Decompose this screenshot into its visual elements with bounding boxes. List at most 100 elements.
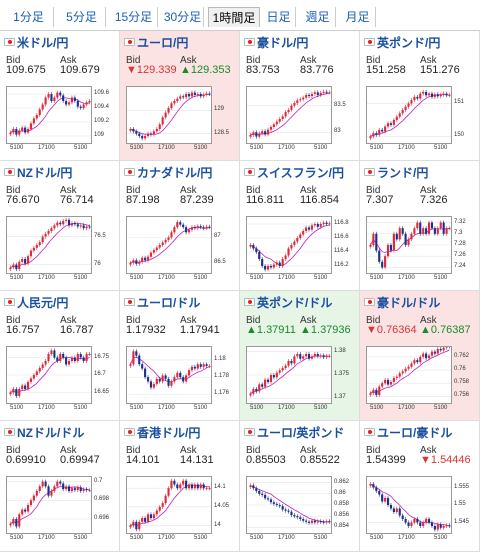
pair-card[interactable]: スイスフラン/円 Bid Ask 116.811 116.854 116.8 116.6 11…	[240, 161, 360, 291]
chart-plot	[127, 220, 213, 267]
x-tick-label: 5100	[130, 275, 144, 281]
tab-1[interactable]: 1分足	[4, 7, 54, 27]
pair-title-link[interactable]: ユーロ/ドル	[124, 294, 200, 310]
candlestick-chart[interactable]	[246, 216, 333, 274]
pair-title-link[interactable]: 豪ドル/円	[244, 34, 308, 50]
candle-body	[427, 93, 431, 96]
bid-label: Bid	[366, 185, 381, 196]
pair-title-link[interactable]: NZドル/円	[4, 164, 72, 180]
pair-card[interactable]: ユーロ/豪ドル Bid Ask 1.54399 ▼1.54446 1.555 1.55 1.5…	[360, 421, 480, 552]
pair-title-link[interactable]: 英ポンド/ドル	[244, 294, 332, 310]
pair-title-link[interactable]: ユーロ/英ポンド	[244, 424, 344, 440]
pair-title-link[interactable]: ランド/円	[364, 164, 428, 180]
pair-card[interactable]: ランド/円 Bid Ask 7.307 7.326 7.32 7.3 7.28 7.26 7.24…	[360, 161, 480, 291]
candlestick-chart[interactable]	[126, 476, 213, 534]
candle-body	[386, 379, 390, 385]
pair-title-link[interactable]: 米ドル/円	[4, 34, 68, 50]
pair-card[interactable]: 人民元/円 Bid Ask 16.757 16.787 16.75 16.7 16.65 510…	[0, 291, 120, 421]
pair-card[interactable]: NZドル/円 Bid Ask 76.670 76.714 76.5 76 5100 17100 5…	[0, 161, 120, 291]
candlestick-chart[interactable]	[246, 86, 333, 144]
pair-title-link[interactable]: 英ポンド/円	[364, 34, 440, 50]
candle-body	[170, 232, 173, 238]
pair-card[interactable]: 米ドル/円 Bid Ask 109.675 109.679 109.6 109.4 109.2…	[0, 31, 120, 161]
pair-card[interactable]: 豪ドル/ドル Bid Ask ▼0.76364 ▲0.76387 0.762 0.76 0.7…	[360, 291, 480, 421]
candle-body	[448, 228, 451, 230]
bid-price: 1.54399	[366, 454, 406, 466]
candle-body	[249, 245, 252, 247]
flag-icon	[364, 428, 375, 436]
candle-body	[32, 495, 35, 501]
candle-body	[138, 521, 141, 530]
pair-card[interactable]: 豪ドル/円 Bid Ask 83.753 83.776 83.5 83 5100 17100 51…	[240, 31, 360, 161]
moving-average-line	[250, 224, 330, 266]
candle-body	[269, 499, 273, 503]
pair-card[interactable]: 英ポンド/ドル Bid Ask ▲1.37911 ▲1.37936 1.38 1.375 1.…	[240, 291, 360, 421]
candlestick-chart[interactable]	[366, 476, 453, 534]
pair-title-link[interactable]: NZドル/ドル	[4, 424, 84, 440]
candle-body	[272, 264, 275, 268]
candle-body	[56, 222, 59, 226]
candle-body	[419, 356, 422, 363]
moving-average-line	[250, 92, 330, 136]
y-tick-label: 0.856	[334, 512, 350, 519]
candle-body	[419, 93, 422, 99]
candle-body	[138, 133, 141, 136]
pair-card[interactable]: カナダドル/円 Bid Ask 87.198 87.239 87 86.5 5100 17100…	[120, 161, 240, 291]
moving-average-line	[10, 97, 90, 133]
candlestick-chart[interactable]	[246, 346, 333, 404]
tab-4[interactable]: 30分足	[162, 7, 204, 27]
tab-5[interactable]: 1時間足	[208, 7, 260, 27]
flag-icon	[244, 298, 255, 306]
pair-card[interactable]: 香港ドル/円 Bid Ask 14.101 14.131 14.1 14.05 14 5100 1…	[120, 421, 240, 552]
candlestick-chart[interactable]	[366, 345, 453, 404]
candle-body	[56, 92, 59, 98]
candlestick-chart[interactable]	[6, 476, 93, 534]
pair-title-link[interactable]: 香港ドル/円	[124, 424, 200, 440]
candle-body	[255, 389, 258, 392]
x-tick-label: 17100	[278, 275, 295, 281]
candlestick-chart[interactable]	[246, 476, 333, 534]
pair-card[interactable]: ユーロ/円 Bid Ask ▼129.339 ▲129.353 129 128.5 5100 1…	[120, 31, 240, 161]
pair-title-link[interactable]: カナダドル/円	[124, 164, 212, 180]
pair-title-link[interactable]: ユーロ/円	[124, 34, 188, 50]
candle-body	[310, 225, 314, 230]
candlestick-chart[interactable]	[6, 86, 93, 144]
pair-card[interactable]: 英ポンド/円 Bid Ask 151.258 151.276 151 150 5100 1710…	[360, 31, 480, 161]
tab-8[interactable]: 月足	[340, 7, 376, 27]
candlestick-chart[interactable]	[126, 86, 213, 144]
candle-body	[290, 511, 293, 516]
pair-card[interactable]: ユーロ/ドル Bid Ask 1.17932 1.17941 1.18 1.178 1.176…	[120, 291, 240, 421]
tab-6[interactable]: 日足	[262, 7, 296, 27]
candle-body	[21, 259, 24, 262]
candle-body	[266, 129, 270, 135]
tab-3[interactable]: 15分足	[110, 7, 158, 27]
bid-label: Bid	[126, 445, 141, 456]
candlestick-chart[interactable]	[366, 86, 453, 144]
tab-7[interactable]: 週足	[300, 7, 336, 27]
pair-title-link[interactable]: 人民元/円	[4, 294, 68, 310]
candle-body	[427, 355, 431, 359]
candle-body	[436, 348, 439, 354]
candlestick-chart[interactable]	[6, 346, 93, 404]
candle-body	[158, 124, 161, 129]
candlestick-chart[interactable]	[126, 346, 213, 404]
candle-body	[50, 228, 53, 231]
pair-card[interactable]: ユーロ/英ポンド Bid Ask 0.85503 0.85522 0.862 0.86 0.8…	[240, 421, 360, 552]
candlestick-chart[interactable]	[126, 216, 213, 274]
candle-body	[448, 94, 451, 96]
pair-title-link[interactable]: ユーロ/豪ドル	[364, 424, 452, 440]
y-tick-label: 7.3	[454, 229, 463, 236]
candlestick-chart[interactable]	[366, 216, 453, 274]
candle-body	[404, 233, 407, 245]
candle-body	[430, 522, 434, 526]
pair-title-link[interactable]: スイスフラン/円	[244, 164, 344, 180]
y-tick-label: 0.858	[334, 501, 350, 507]
x-tick-label: 5100	[250, 405, 264, 411]
candle-body	[65, 357, 68, 365]
pair-title-link[interactable]: 豪ドル/ドル	[364, 294, 440, 310]
tab-2[interactable]: 5分足	[58, 7, 106, 27]
candlestick-chart[interactable]	[6, 216, 93, 274]
bid-value: 87.198	[126, 194, 160, 206]
pair-card[interactable]: NZドル/ドル Bid Ask 0.69910 0.69947 0.7 0.698 0.696…	[0, 421, 120, 552]
candle-body	[82, 489, 85, 491]
